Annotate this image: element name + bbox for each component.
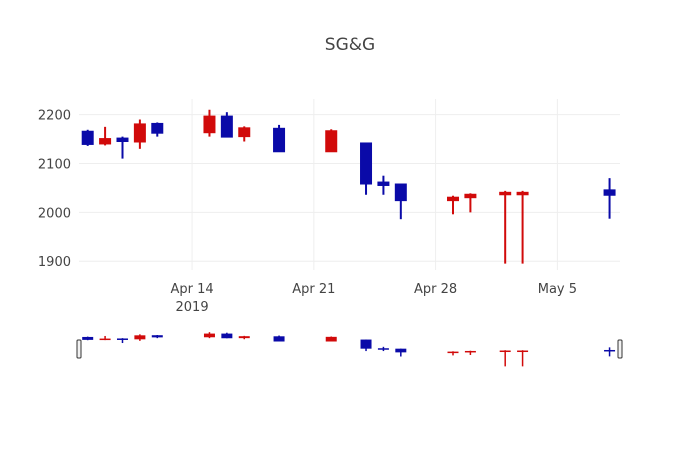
candle[interactable] xyxy=(394,183,407,220)
candle[interactable] xyxy=(360,142,373,195)
candle[interactable] xyxy=(220,112,233,138)
y-axis: 1900 2000 2100 2200 xyxy=(38,109,71,271)
candle[interactable] xyxy=(499,190,512,264)
x-axis: Apr 14 2019 Apr 21 Apr 28 May 5 xyxy=(170,282,577,315)
y-tick-label: 2000 xyxy=(38,206,71,221)
candle[interactable] xyxy=(238,126,251,142)
x-tick-label: May 5 xyxy=(538,282,577,297)
range-slider-right-handle[interactable] xyxy=(617,339,623,359)
candle[interactable] xyxy=(273,124,286,153)
candle[interactable] xyxy=(325,129,338,153)
candle[interactable] xyxy=(516,190,529,264)
plot-area[interactable] xyxy=(81,109,616,264)
y-tick-label: 2100 xyxy=(38,157,71,172)
candle[interactable] xyxy=(99,126,112,146)
y-tick-label: 1900 xyxy=(38,255,71,270)
y-tick-label: 2200 xyxy=(38,109,71,124)
candle[interactable] xyxy=(377,175,390,195)
candle[interactable] xyxy=(447,195,460,215)
chart-title: SG&G xyxy=(325,35,375,55)
x-tick-label: Apr 21 xyxy=(292,282,335,297)
candle[interactable] xyxy=(603,178,616,219)
candle[interactable] xyxy=(116,136,129,159)
candle[interactable] xyxy=(203,109,216,137)
gridlines xyxy=(79,99,620,270)
candle[interactable] xyxy=(464,193,477,213)
candle[interactable] xyxy=(81,129,94,146)
x-tick-label: Apr 28 xyxy=(414,282,457,297)
x-tick-label: Apr 14 xyxy=(170,282,213,297)
candle[interactable] xyxy=(151,122,164,137)
range-slider-left-handle[interactable] xyxy=(76,339,82,359)
range-slider[interactable] xyxy=(76,332,623,367)
candle[interactable] xyxy=(133,119,146,149)
x-tick-year: 2019 xyxy=(176,300,209,315)
